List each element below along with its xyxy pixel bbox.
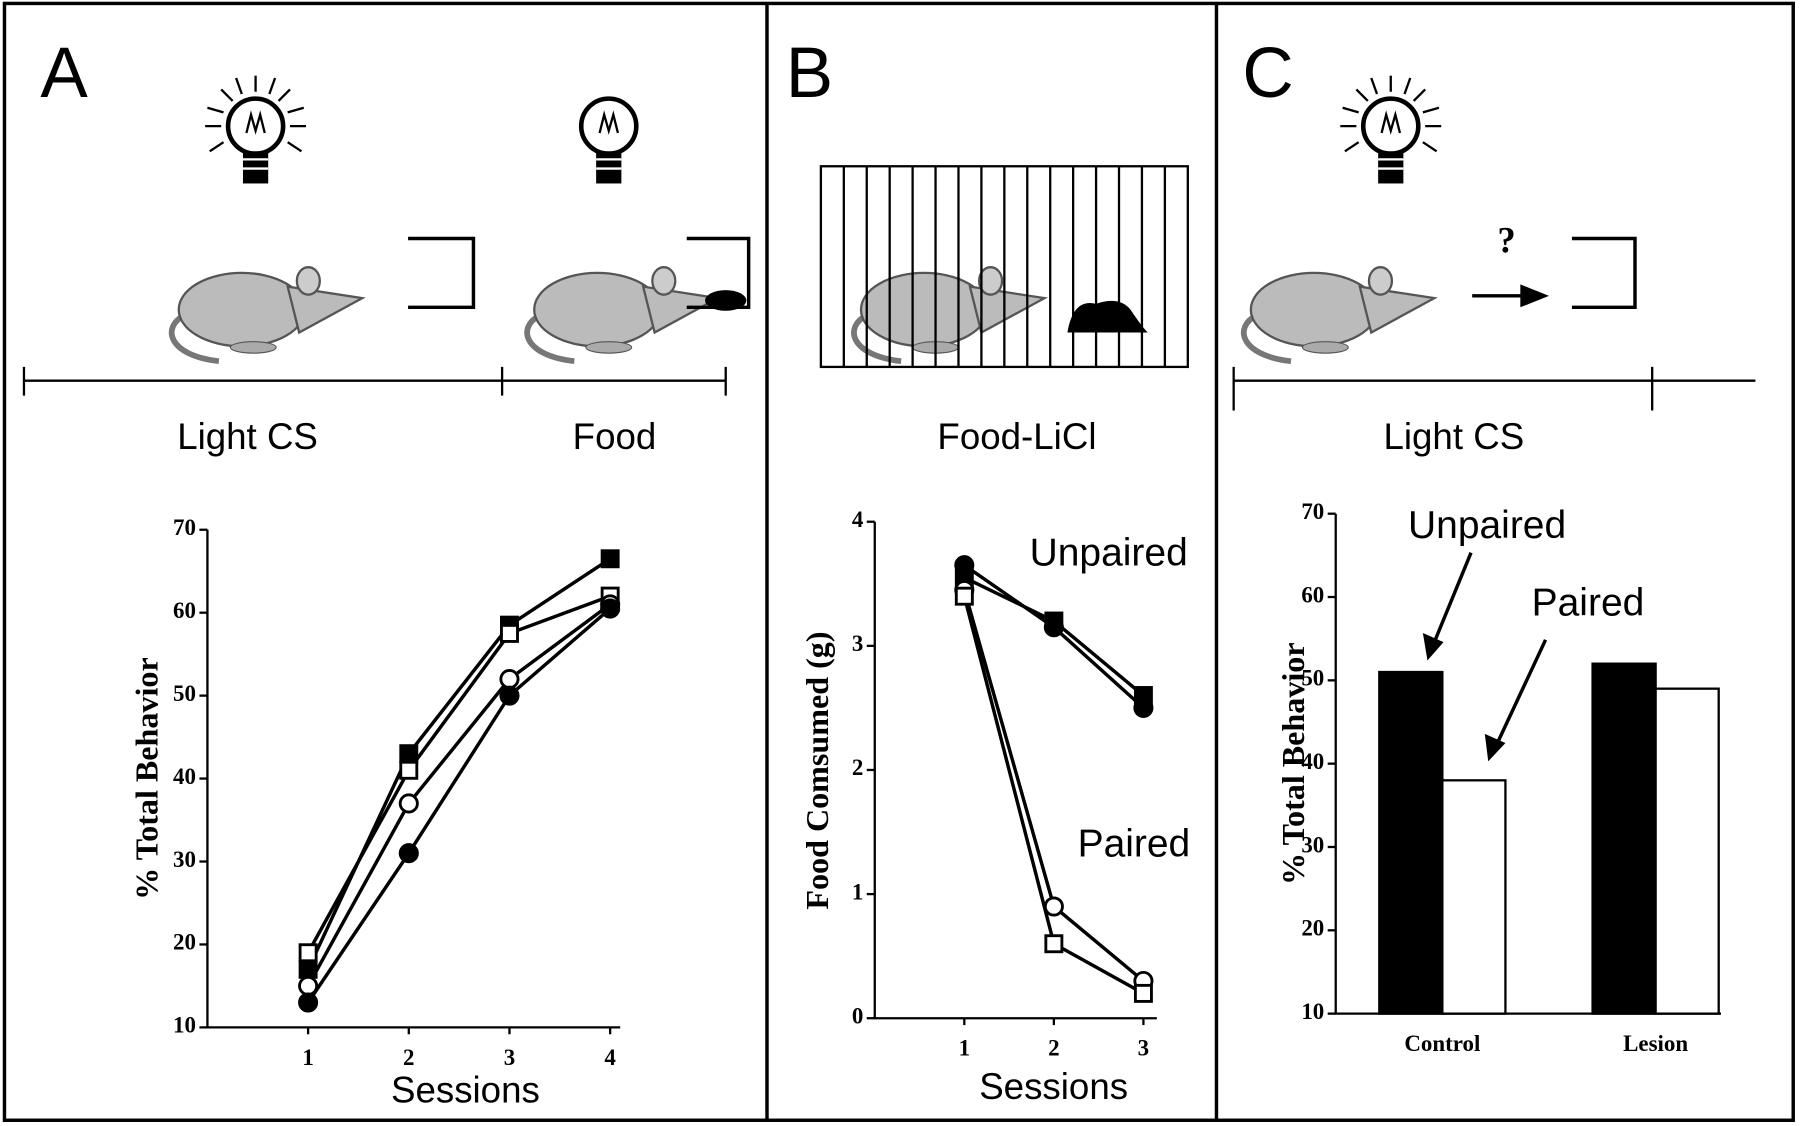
y-tick-label: 50 [173, 681, 196, 706]
marker [499, 685, 520, 706]
marker [398, 793, 419, 814]
marker [399, 760, 419, 780]
marker [1043, 896, 1064, 917]
marker [600, 598, 621, 619]
marker [298, 943, 318, 963]
y-tick-label: 70 [1301, 499, 1324, 524]
y-axis-label: % Total Behavior [1275, 642, 1311, 885]
y-tick-label: 0 [852, 1003, 863, 1028]
y-tick-label: 40 [1301, 749, 1324, 774]
annotation: Light CS [177, 416, 318, 457]
x-tick-label: 1 [959, 1036, 970, 1061]
marker [398, 843, 419, 864]
annotation: Light CS [1383, 416, 1524, 457]
y-tick-label: 4 [852, 507, 864, 532]
annotation: Unpaired [1030, 531, 1188, 574]
series-line [962, 589, 1145, 983]
marker [500, 623, 519, 643]
bar [1654, 687, 1720, 1015]
y-tick-label: 1 [852, 879, 863, 904]
illustration-a [22, 74, 751, 396]
marker [1133, 697, 1154, 718]
y-tick-label: 20 [1301, 916, 1324, 941]
y-axis-label: Food Comsumed (g) [799, 631, 835, 909]
panel-label: B [786, 34, 833, 113]
marker [499, 669, 520, 690]
annotation: ? [1497, 220, 1515, 261]
marker [600, 549, 620, 569]
marker [1133, 983, 1153, 1003]
marker [298, 992, 319, 1013]
panel-label: A [40, 34, 88, 113]
series-line [306, 557, 612, 971]
y-tick-label: 20 [173, 930, 196, 955]
x-tick-label: 3 [504, 1045, 515, 1070]
y-tick-label: 3 [852, 631, 863, 656]
panel-label: C [1242, 34, 1293, 113]
annotation: Paired [1078, 823, 1191, 866]
illustration-b [819, 165, 1189, 369]
illustration-c [1232, 74, 1756, 762]
y-tick-label: 10 [173, 1013, 196, 1038]
y-axis-label: % Total Behavior [128, 657, 164, 900]
marker [298, 975, 319, 996]
y-tick-label: 2 [852, 755, 863, 780]
y-tick-label: 30 [173, 847, 196, 872]
series-line [306, 594, 611, 954]
y-tick-label: 10 [1301, 999, 1324, 1024]
y-tick-label: 60 [173, 598, 196, 623]
annotation: Food [573, 416, 657, 457]
bar [1591, 662, 1657, 1015]
y-tick-label: 40 [173, 764, 196, 789]
x-tick-label: 1 [302, 1045, 313, 1070]
series-line [306, 607, 612, 1004]
series-line [306, 603, 612, 987]
x-tick-label: Lesion [1623, 1031, 1688, 1056]
bar [1441, 779, 1507, 1015]
y-tick-label: 30 [1301, 832, 1324, 857]
annotation: Unpaired [1408, 504, 1566, 547]
marker [298, 959, 318, 979]
y-tick-label: 60 [1301, 582, 1324, 607]
y-tick-label: 50 [1301, 666, 1324, 691]
y-tick-label: 70 [173, 515, 196, 540]
marker [399, 744, 419, 764]
x-tick-label: 4 [604, 1045, 616, 1070]
annotation: Paired [1532, 582, 1645, 625]
marker [1043, 617, 1064, 638]
annotation: Food-LiCl [937, 416, 1096, 457]
marker [954, 586, 974, 606]
x-tick-label: 2 [403, 1045, 414, 1070]
x-tick-label: Control [1404, 1031, 1480, 1056]
x-axis-label: Sessions [391, 1069, 540, 1110]
marker [1044, 934, 1064, 954]
x-tick-label: 3 [1138, 1036, 1149, 1061]
marker [954, 555, 975, 576]
series-line [962, 595, 1145, 995]
bar [1378, 670, 1444, 1015]
x-axis-label: Sessions [979, 1066, 1128, 1107]
x-tick-label: 2 [1048, 1036, 1059, 1061]
